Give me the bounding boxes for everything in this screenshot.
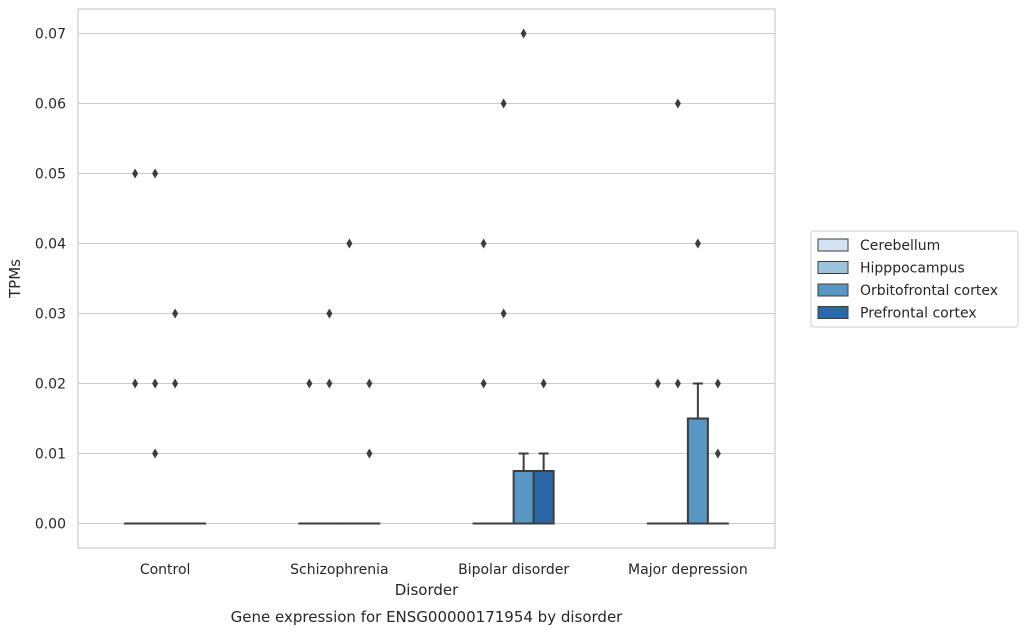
y-axis-title: TPMs	[6, 259, 24, 299]
plot-frame	[78, 9, 775, 548]
y-tick-label: 0.02	[35, 377, 66, 393]
outlier-point	[366, 379, 372, 389]
box-2-3	[534, 379, 554, 524]
legend-label: Prefrontal cortex	[860, 306, 977, 322]
box-1-0	[299, 379, 319, 524]
outlier-point	[306, 379, 312, 389]
grid-layer	[78, 34, 775, 524]
legend-swatch	[818, 284, 848, 296]
outlier-point	[326, 309, 332, 319]
y-tick-label: 0.07	[35, 27, 66, 43]
box-3-0	[648, 379, 668, 524]
outlier-point	[655, 379, 661, 389]
box-2-0	[474, 239, 494, 524]
legend-swatch	[818, 307, 848, 319]
chart: 0.00 0.01 0.02 0.03 0.04 0.05 0.06 0.07 Control…	[0, 0, 1028, 634]
outlier-point	[346, 239, 352, 249]
legend-label: Cerebellum	[860, 238, 940, 254]
box-2-2	[514, 29, 534, 524]
legend-swatch	[818, 239, 848, 251]
y-tick-label: 0.01	[35, 447, 66, 463]
outlier-point	[715, 449, 721, 459]
outlier-point	[695, 239, 701, 249]
box-1-3	[359, 379, 379, 524]
y-tick-label: 0.04	[35, 237, 66, 253]
outlier-point	[366, 449, 372, 459]
outlier-point	[541, 379, 547, 389]
box-0-1	[145, 169, 165, 524]
box-0-0	[125, 169, 145, 524]
chart-caption: Gene expression for ENSG00000171954 by d…	[231, 608, 624, 626]
x-tick-label: Major depression	[628, 562, 748, 578]
y-tick-labels: 0.00 0.01 0.02 0.03 0.04 0.05 0.06 0.07	[35, 27, 66, 533]
outlier-point	[481, 379, 487, 389]
outlier-point	[172, 379, 178, 389]
outlier-point	[132, 379, 138, 389]
outlier-point	[172, 309, 178, 319]
legend-label: Hipppocampus	[860, 261, 965, 277]
box-1-2	[339, 239, 359, 524]
box-1-1	[319, 309, 339, 524]
legend-swatch	[818, 262, 848, 274]
x-tick-labels: Control Schizophrenia Bipolar disorder Majo…	[140, 562, 748, 578]
outlier-point	[715, 379, 721, 389]
x-tick-label: Control	[140, 562, 191, 578]
outlier-point	[521, 29, 527, 39]
x-tick-label: Schizophrenia	[290, 562, 388, 578]
y-tick-label: 0.00	[35, 517, 66, 533]
y-tick-label: 0.06	[35, 97, 66, 113]
box-3-1	[668, 99, 688, 524]
box-3-3	[708, 379, 728, 524]
box-0-2	[165, 309, 185, 524]
box-2-1	[494, 99, 514, 524]
outlier-point	[501, 309, 507, 319]
outlier-point	[152, 449, 158, 459]
outlier-point	[675, 379, 681, 389]
outlier-point	[675, 99, 681, 109]
box	[688, 419, 708, 524]
outlier-point	[132, 169, 138, 179]
box-3-2	[688, 239, 708, 524]
box	[514, 471, 534, 524]
x-tick-label: Bipolar disorder	[458, 562, 569, 578]
x-axis-title: Disorder	[395, 581, 459, 599]
outlier-point	[501, 99, 507, 109]
outlier-point	[326, 379, 332, 389]
box-layer	[125, 29, 728, 524]
outlier-point	[152, 169, 158, 179]
legend: Cerebellum Hipppocampus Orbitofrontal cort…	[811, 231, 1018, 327]
y-tick-label: 0.03	[35, 307, 66, 323]
y-tick-label: 0.05	[35, 167, 66, 183]
legend-label: Orbitofrontal cortex	[860, 283, 998, 299]
outlier-point	[481, 239, 487, 249]
outlier-point	[152, 379, 158, 389]
box	[534, 471, 554, 524]
